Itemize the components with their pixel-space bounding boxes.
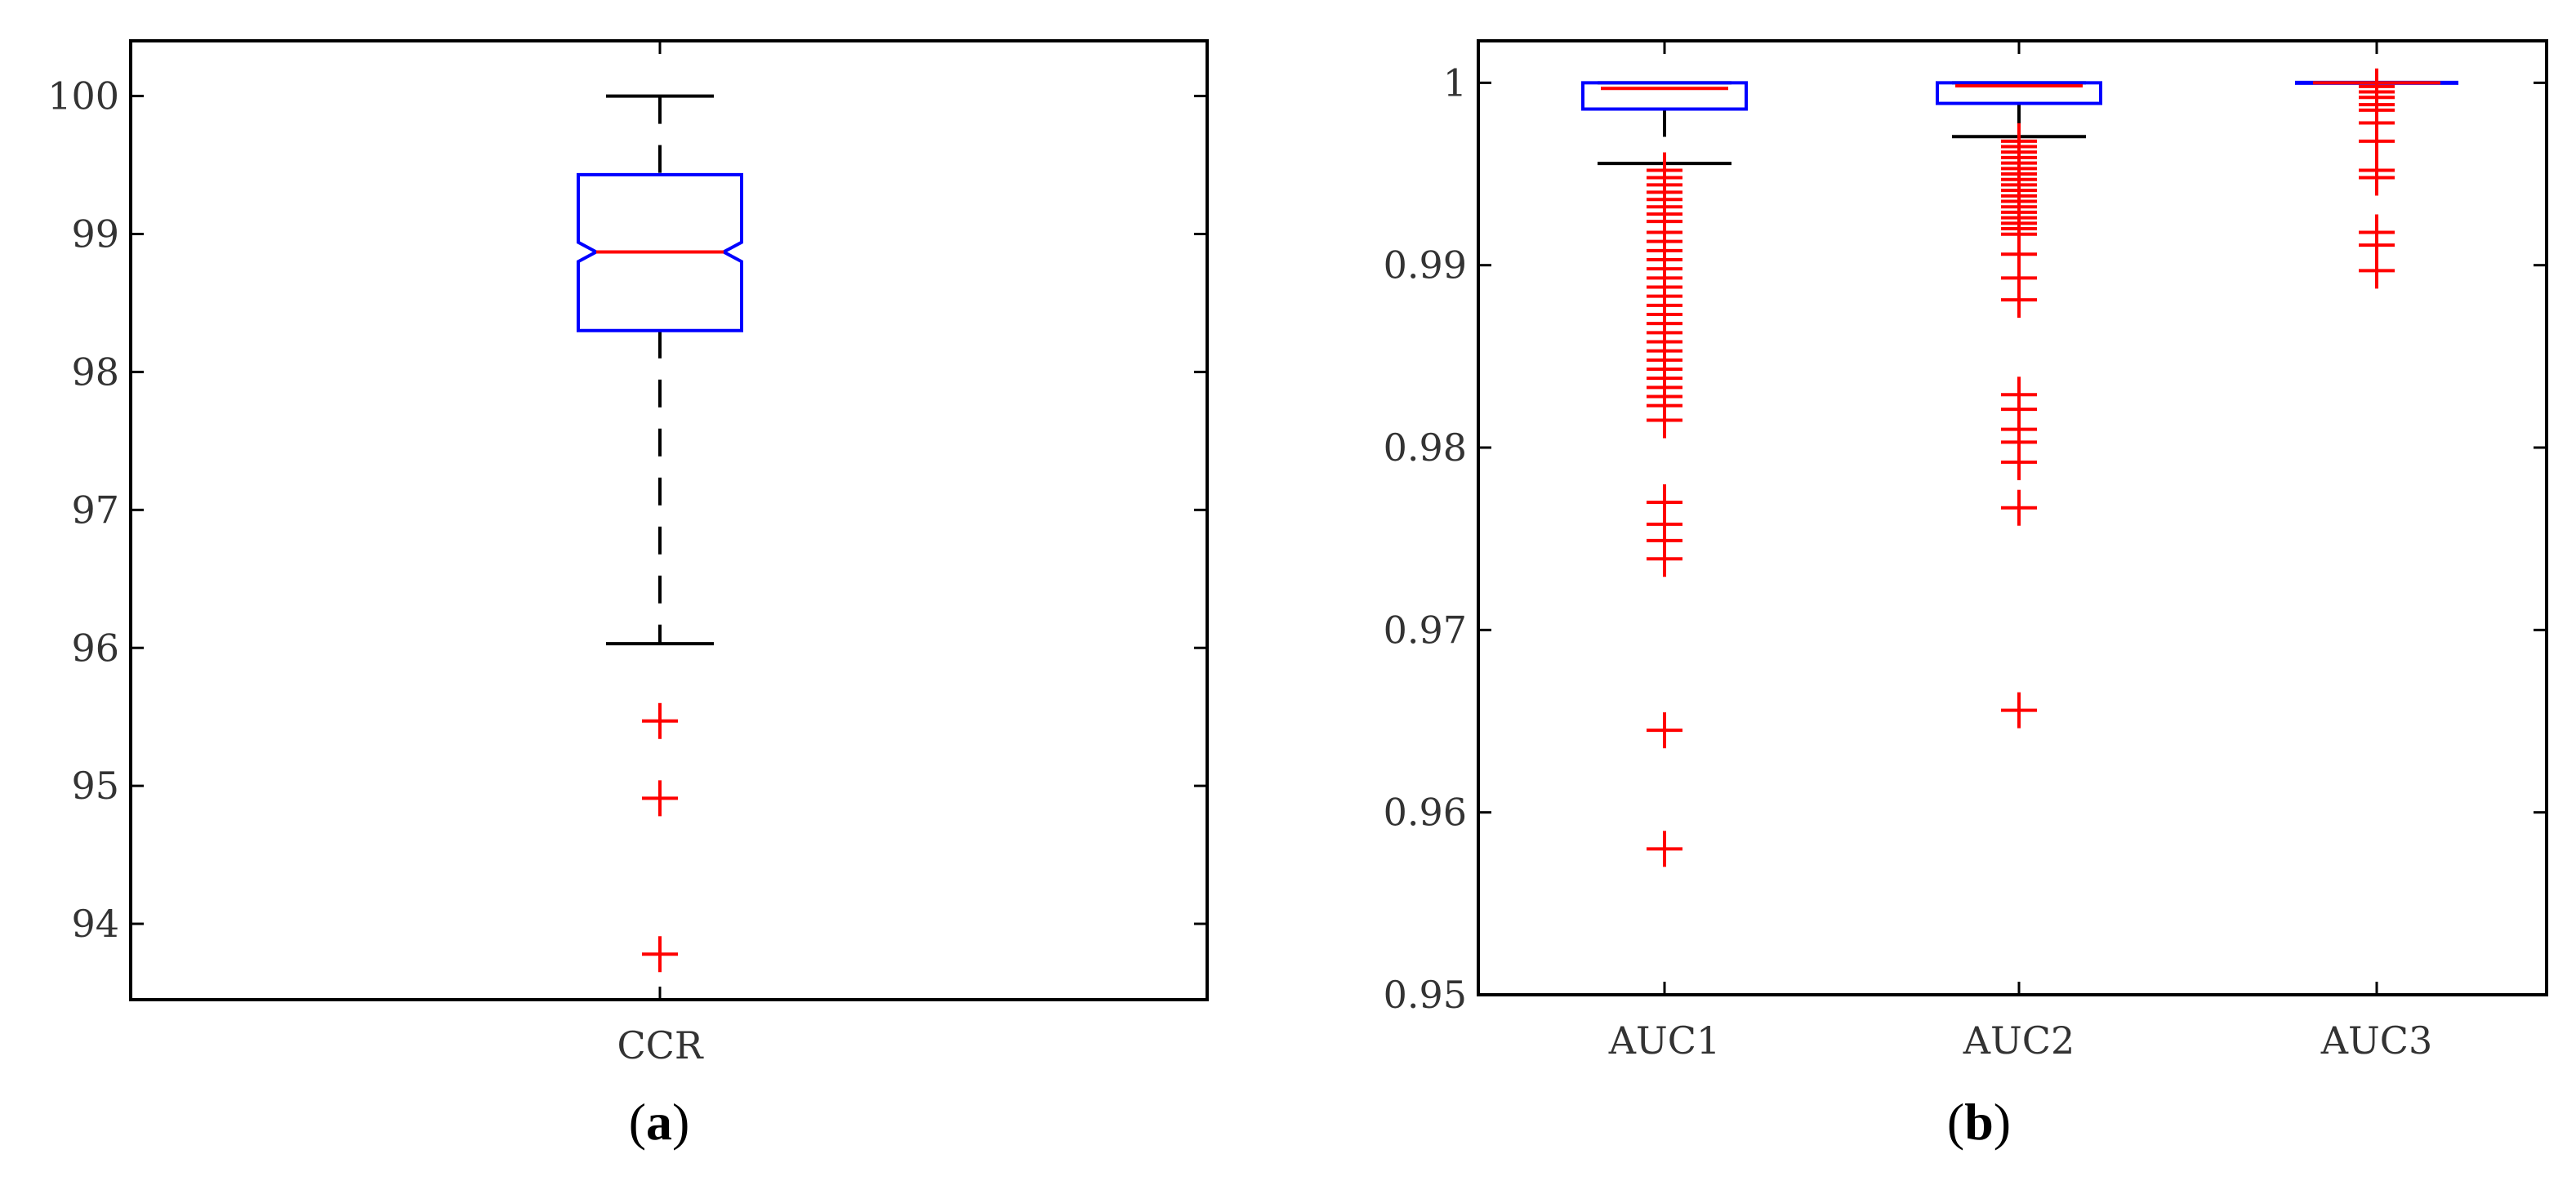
outlier-point: [2001, 282, 2037, 319]
y-tick-label: 0.96: [1384, 791, 1467, 835]
outlier-point: [1647, 541, 1682, 577]
y-tick-label: 100: [47, 74, 119, 118]
panel-b-boxplot: 0.95 0.96 0.97 0.98 0.99 1 AUC1 AUC2 AUC3: [1384, 39, 2548, 1063]
iqr-box: [1936, 81, 2102, 105]
y-tick-label: 97: [71, 488, 119, 532]
x-category-label: AUC2: [1963, 1018, 2075, 1063]
outlier-point: [1647, 712, 1682, 749]
box-group-ccr: [577, 94, 743, 973]
y-tick-label: 1: [1443, 60, 1467, 105]
y-tick-label: 99: [71, 212, 119, 256]
panel-a-label-text: a: [646, 1093, 672, 1151]
outlier-point: [642, 780, 678, 817]
x-category-label: AUC3: [2320, 1018, 2432, 1063]
box-group-auc3: [2295, 68, 2458, 289]
outlier-point: [642, 936, 678, 973]
iqr-box: [1581, 81, 1748, 111]
y-tick-label: 0.99: [1384, 243, 1467, 287]
y-tick-label: 95: [71, 764, 119, 808]
y-tick-label: 0.95: [1384, 973, 1467, 1017]
x-category-label: CCR: [617, 1023, 703, 1067]
outlier-point: [2001, 489, 2037, 526]
outlier-point: [1647, 831, 1682, 867]
y-tick-label: 0.97: [1384, 608, 1467, 652]
outlier-point: [1647, 402, 1682, 439]
outlier-point: [2359, 159, 2395, 196]
outlier-point: [2359, 252, 2395, 289]
outlier-point: [2001, 443, 2037, 480]
y-tick-label: 98: [71, 350, 119, 394]
iqr-box: [577, 172, 743, 332]
plot-frame: [1477, 39, 2548, 996]
box-group-auc1: [1581, 81, 1748, 867]
x-category-label: AUC1: [1608, 1018, 1720, 1063]
outlier-point: [642, 702, 678, 739]
outlier-point: [2001, 692, 2037, 729]
y-tick-label: 94: [71, 902, 119, 946]
panel-b-label-text: b: [1964, 1093, 1994, 1151]
box-group-auc2: [1936, 81, 2102, 729]
panel-b-label: (b): [1947, 1093, 2011, 1151]
panel-a-label: (a): [629, 1093, 690, 1151]
panel-a-boxplot: 94 95 96 97 98 99 100 CCR: [47, 39, 1209, 1067]
y-tick-label: 96: [71, 626, 119, 670]
y-tick-label: 0.98: [1384, 426, 1467, 470]
plot-frame: [129, 39, 1209, 1001]
